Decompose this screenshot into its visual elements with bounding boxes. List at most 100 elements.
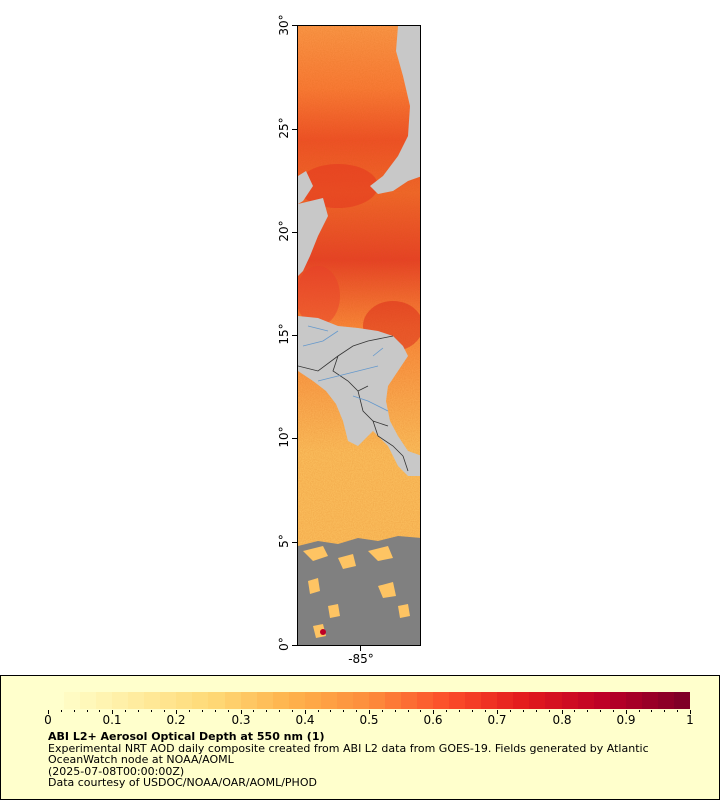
no-data-area — [298, 536, 420, 645]
colorbar-tick — [433, 710, 434, 714]
colorbar-tick — [587, 710, 588, 712]
lat-tick — [292, 232, 297, 233]
colorbar-swatch — [240, 692, 257, 709]
colorbar-label: 0.4 — [295, 713, 315, 727]
colorbar-swatch — [80, 692, 97, 709]
colorbar-swatch — [160, 692, 177, 709]
lat-tick — [292, 542, 297, 543]
aod-map — [297, 25, 421, 646]
colorbar-swatch — [304, 692, 321, 709]
legend-description-line2: OceanWatch node at NOAA/AOML — [48, 753, 234, 766]
colorbar-tick — [99, 710, 100, 712]
colorbar-swatch — [176, 692, 193, 709]
colorbar-tick — [253, 710, 254, 712]
legend-timestamp: (2025-07-08T00:00:00Z) — [48, 764, 185, 778]
colorbar-tick — [420, 710, 421, 712]
colorbar-swatch — [112, 692, 129, 709]
colorbar-tick — [343, 710, 344, 712]
colorbar-tick — [189, 710, 190, 712]
colorbar-tick — [125, 710, 126, 712]
land-gulf-coast — [370, 26, 420, 194]
colorbar-tick — [305, 710, 306, 714]
colorbar-tick — [215, 710, 216, 712]
colorbar-swatch — [224, 692, 241, 709]
colorbar-label: 1 — [686, 713, 694, 727]
colorbar-swatch — [288, 692, 305, 709]
colorbar-tick — [164, 710, 165, 712]
colorbar-tick — [677, 710, 678, 712]
colorbar-tick — [151, 710, 152, 712]
colorbar-swatch — [272, 692, 289, 709]
colorbar-swatch — [417, 692, 434, 709]
legend-credit: Data courtesy of USDOC/NOAA/OAR/AOML/PHO… — [48, 776, 317, 789]
colorbar-tick — [74, 710, 75, 712]
colorbar-tick — [549, 710, 550, 712]
rivers — [302, 325, 389, 412]
colorbar-tick — [279, 710, 280, 712]
colorbar-tick — [510, 710, 511, 712]
colorbar-tick — [61, 710, 62, 712]
colorbar-swatch — [64, 692, 81, 709]
lat-label-30: 30° — [277, 14, 291, 36]
lon-tick — [360, 646, 361, 651]
colorbar-swatch — [449, 692, 466, 709]
lat-label-5: 5° — [277, 534, 291, 548]
colorbar-tick — [639, 710, 640, 712]
colorbar-tick — [382, 710, 383, 712]
colorbar-swatch — [336, 692, 353, 709]
colorbar-swatch — [401, 692, 418, 709]
lat-tick — [292, 645, 297, 646]
colorbar-tick — [318, 710, 319, 712]
lon-label: -85° — [348, 652, 374, 666]
lat-label-0: 0° — [277, 637, 291, 651]
colorbar-label: 0.5 — [359, 713, 379, 727]
colorbar-swatch — [320, 692, 337, 709]
colorbar-tick — [292, 710, 293, 712]
colorbar-swatch — [208, 692, 225, 709]
lat-label-15: 15° — [277, 323, 291, 345]
colorbar-tick — [562, 710, 563, 714]
lat-label-20: 20° — [277, 220, 291, 242]
colorbar-tick — [395, 710, 396, 712]
colorbar-swatch — [481, 692, 498, 709]
colorbar-tick — [369, 710, 370, 714]
country-borders — [298, 335, 409, 472]
colorbar-tick — [574, 710, 575, 712]
colorbar-tick — [497, 710, 498, 714]
colorbar-swatch — [144, 692, 161, 709]
colorbar-tick — [408, 710, 409, 712]
colorbar-swatch — [368, 692, 385, 709]
colorbar-swatch — [384, 692, 402, 709]
aod-map-canvas — [298, 26, 420, 645]
lat-label-25: 25° — [277, 117, 291, 139]
colorbar-tick — [356, 710, 357, 712]
colorbar-swatch — [256, 692, 273, 709]
colorbar-tick — [228, 710, 229, 712]
colorbar-swatch — [641, 692, 658, 709]
colorbar-tick — [241, 710, 242, 714]
colorbar-swatch — [593, 692, 610, 709]
colorbar-label: 0.7 — [487, 713, 507, 727]
colorbar-label: 0.1 — [102, 713, 122, 727]
colorbar-tick — [664, 710, 665, 712]
colorbar-swatch — [128, 692, 145, 709]
colorbar-tick — [523, 710, 524, 712]
colorbar-tick — [446, 710, 447, 712]
colorbar-tick — [536, 710, 537, 712]
colorbar-tick — [112, 710, 113, 714]
legend-text: ABI L2+ Aerosol Optical Depth at 550 nm … — [48, 731, 708, 789]
colorbar-tick — [87, 710, 88, 712]
colorbar-label: 0.8 — [552, 713, 572, 727]
legend-description-line1: Experimental NRT AOD daily composite cre… — [48, 741, 649, 755]
colorbar-tick — [459, 710, 460, 712]
colorbar-tick — [690, 710, 691, 714]
high-aod-spot — [320, 629, 326, 635]
colorbar-swatch — [352, 692, 369, 709]
colorbar-label: 0.9 — [616, 713, 636, 727]
colorbar-swatch — [577, 692, 594, 709]
colorbar-tick — [651, 710, 652, 712]
colorbar-swatch — [545, 692, 562, 709]
sparse-retrievals — [303, 546, 410, 638]
colorbar-tick — [472, 710, 473, 712]
lat-label-10: 10° — [277, 426, 291, 448]
